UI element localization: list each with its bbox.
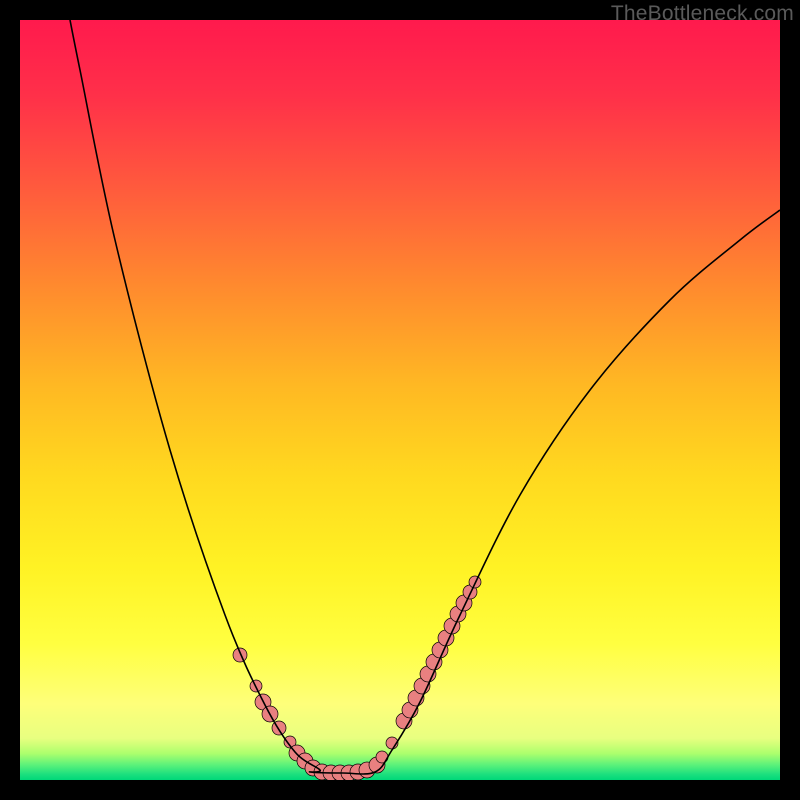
marker-group — [233, 576, 481, 780]
bottleneck-curve — [70, 20, 780, 774]
chart-frame: TheBottleneck.com — [0, 0, 800, 800]
data-marker — [233, 648, 247, 662]
watermark-text: TheBottleneck.com — [611, 2, 794, 26]
chart-overlay — [20, 20, 780, 780]
plot-area — [20, 20, 780, 780]
